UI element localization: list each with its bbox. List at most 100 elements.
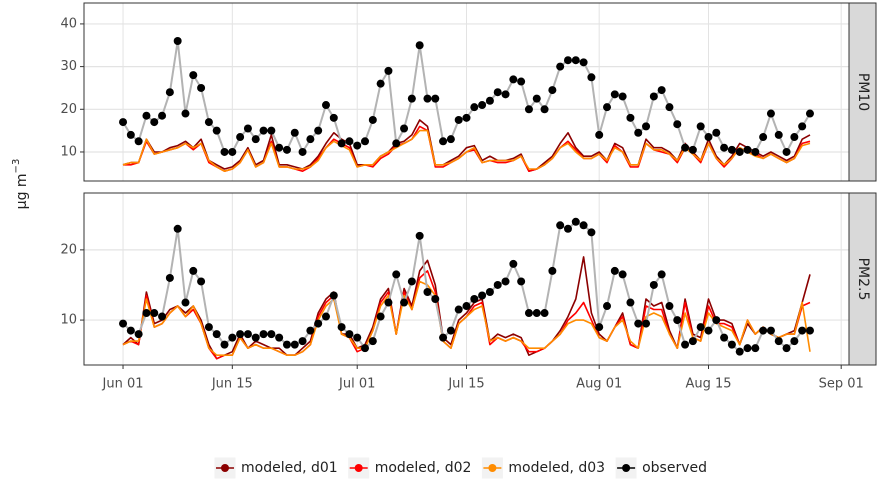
observed-point — [251, 135, 260, 144]
observed-point — [462, 302, 471, 311]
observed-point — [298, 147, 307, 156]
observed-point — [478, 291, 487, 300]
observed-point — [587, 73, 596, 82]
observed-point — [751, 344, 760, 353]
observed-point — [212, 126, 221, 135]
y-axis-label-text: μg m — [14, 173, 30, 209]
observed-point — [368, 337, 377, 346]
observed-point — [259, 330, 268, 339]
observed-point — [681, 143, 690, 152]
legend-item: modeled, d02 — [347, 456, 471, 480]
observed-point — [634, 319, 643, 328]
observed-point — [134, 330, 143, 339]
observed-point — [485, 96, 494, 105]
strip-label: PM10 — [855, 73, 871, 111]
observed-point — [181, 298, 190, 307]
observed-point — [798, 326, 807, 335]
strip — [848, 192, 877, 366]
observed-point — [766, 326, 775, 335]
observed-point — [501, 90, 510, 99]
observed-point — [782, 344, 791, 353]
observed-point — [282, 145, 291, 154]
observed-point — [688, 145, 697, 154]
x-tick-label: Aug 15 — [685, 377, 731, 392]
y-tick-label: 40 — [60, 16, 77, 31]
observed-point — [150, 118, 159, 127]
observed-point — [470, 103, 479, 112]
observed-point — [439, 137, 448, 146]
observed-point — [267, 126, 276, 135]
observed-point — [204, 323, 213, 332]
observed-point — [361, 344, 370, 353]
observed-point — [626, 298, 635, 307]
observed-point — [751, 147, 760, 156]
y-tick-label: 30 — [60, 59, 77, 74]
observed-point — [243, 124, 252, 133]
observed-point — [712, 128, 721, 137]
observed-point — [649, 280, 658, 289]
observed-point — [243, 330, 252, 339]
observed-point — [337, 139, 346, 148]
observed-point — [563, 56, 572, 65]
observed-point — [228, 333, 237, 342]
observed-point — [517, 77, 526, 86]
observed-point — [673, 120, 682, 129]
observed-point — [337, 323, 346, 332]
observed-point — [571, 217, 580, 226]
observed-point — [212, 330, 221, 339]
observed-point — [329, 113, 338, 122]
observed-point — [407, 94, 416, 103]
observed-point — [228, 147, 237, 156]
observed-point — [727, 340, 736, 349]
observed-point — [165, 88, 174, 97]
model-line — [122, 119, 811, 172]
strip-label: PM2.5 — [855, 258, 871, 301]
observed-point — [220, 147, 229, 156]
observed-point — [704, 326, 713, 335]
observed-point — [610, 90, 619, 99]
observed-point — [431, 94, 440, 103]
observed-point — [790, 337, 799, 346]
observed-point — [517, 277, 526, 286]
observed-point — [290, 340, 299, 349]
y-tick-label: 10 — [60, 144, 77, 159]
x-tick-label: Jun 15 — [211, 377, 253, 392]
observed-point — [173, 224, 182, 233]
observed-point — [368, 115, 377, 124]
x-tick-label: Jun 01 — [102, 377, 144, 392]
observed-point — [165, 273, 174, 282]
observed-point — [236, 133, 245, 142]
observed-point — [446, 135, 455, 144]
observed-point — [314, 319, 323, 328]
observed-point — [610, 266, 619, 275]
observed-point — [126, 130, 135, 139]
observed-point — [696, 122, 705, 131]
observed-point — [704, 133, 713, 142]
observed-point — [774, 337, 783, 346]
observed-point — [454, 115, 463, 124]
observed-point — [423, 287, 432, 296]
observed-point — [805, 109, 814, 118]
observed-point — [766, 109, 775, 118]
x-tick-label: Jul 01 — [338, 377, 375, 392]
observed-point — [478, 101, 487, 110]
observed-point — [657, 270, 666, 279]
observed-point — [298, 337, 307, 346]
observed-point — [712, 316, 721, 325]
observed-point — [493, 280, 502, 289]
observed-point — [142, 111, 151, 120]
observed-point — [587, 228, 596, 237]
legend-dot — [488, 464, 497, 472]
observed-point — [782, 147, 791, 156]
observed-point — [735, 347, 744, 356]
observed-point — [603, 103, 612, 112]
observed-point — [665, 103, 674, 112]
observed-point — [400, 298, 409, 307]
observed-point — [407, 277, 416, 286]
observed-point — [306, 135, 315, 144]
legend-dot — [220, 464, 229, 472]
observed-point — [282, 340, 291, 349]
observed-point — [618, 92, 627, 101]
x-tick-label: Sep 01 — [819, 377, 864, 392]
observed-point — [642, 319, 651, 328]
